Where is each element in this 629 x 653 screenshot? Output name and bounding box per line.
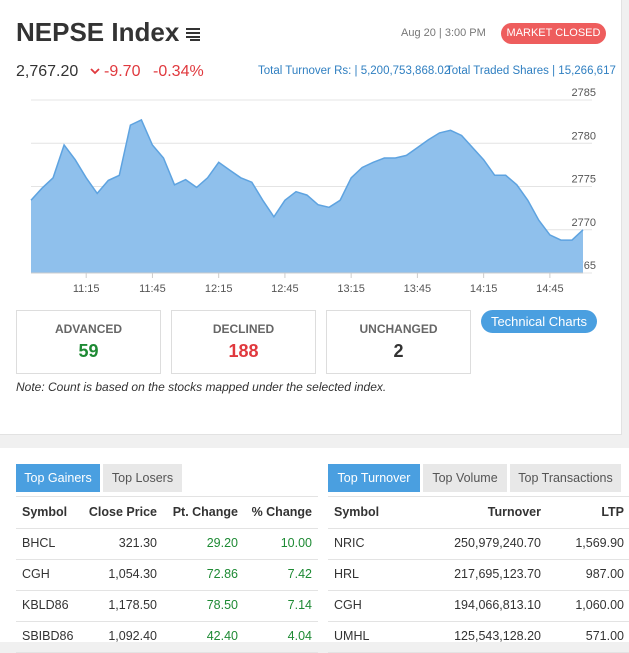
- x-tick-label: 13:15: [337, 283, 365, 295]
- table-cell: 10.00: [280, 536, 312, 550]
- area-fill: [31, 119, 583, 274]
- table-cell: CGH: [334, 598, 362, 612]
- column-header: Turnover: [487, 505, 541, 519]
- table-cell: 29.20: [206, 536, 238, 550]
- title: NEPSE Index: [16, 17, 180, 47]
- table-cell: CGH: [22, 567, 50, 581]
- price: 2,767.20: [16, 63, 79, 80]
- tab: Top Volume: [423, 464, 507, 492]
- table-cell: 987.00: [585, 567, 624, 581]
- down-caret: [90, 68, 100, 75]
- tab: Top Transactions: [510, 464, 621, 492]
- stat-box: UNCHANGED 2: [326, 310, 471, 374]
- row-line: [16, 621, 318, 622]
- stat-value: 188: [228, 341, 259, 361]
- stat-label: DECLINED: [212, 322, 275, 336]
- table-cell: KBLD86: [22, 598, 69, 612]
- table-cell: BHCL: [22, 536, 56, 550]
- table-cell: 7.14: [287, 598, 312, 612]
- x-tick-label: 11:15: [73, 283, 100, 295]
- menu-icon[interactable]: [186, 27, 201, 41]
- table-top-line: [328, 496, 629, 497]
- tab: Top Gainers: [16, 464, 100, 492]
- column-header: Symbol: [334, 505, 380, 519]
- stat-value: 2: [393, 341, 404, 361]
- tab: Top Turnover: [328, 464, 420, 492]
- x-tick-label: 11:45: [139, 283, 166, 295]
- row-line: [328, 590, 629, 591]
- y-tick-label: 2780: [572, 130, 596, 142]
- x-tick-label: 14:45: [536, 283, 564, 295]
- column-header: Pt. Change: [172, 505, 238, 519]
- table-cell: 4.04: [287, 629, 312, 643]
- turnover: Total Turnover Rs: | 5,200,753,868.02: [258, 65, 451, 77]
- table-cell: 1,060.00: [575, 598, 624, 612]
- table-cell: 42.40: [206, 629, 238, 643]
- table-cell: 78.50: [206, 598, 238, 612]
- table-cell: 571.00: [585, 629, 624, 643]
- table-cell: 1,178.50: [108, 598, 157, 612]
- datetime: Aug 20 | 3:00 PM: [401, 27, 486, 39]
- stat-box: ADVANCED 59: [16, 310, 161, 374]
- x-tick-label: 12:15: [205, 283, 233, 295]
- table-cell: 7.42: [287, 567, 312, 581]
- row-line: [328, 621, 629, 622]
- y-tick-label: 2785: [572, 87, 596, 99]
- status-badge: MARKET CLOSED: [501, 23, 606, 44]
- column-header: % Change: [251, 505, 312, 519]
- area-line: [30, 118, 584, 241]
- table-cell: SBIBD86: [22, 629, 74, 643]
- column-header: Close Price: [88, 505, 157, 519]
- row-line: [328, 528, 629, 529]
- table-cell: HRL: [334, 567, 360, 581]
- table-cell: 1,054.30: [108, 567, 157, 581]
- table-cell: UMHL: [334, 629, 370, 643]
- stat-label: ADVANCED: [54, 322, 123, 336]
- technical-charts-button[interactable]: Technical Charts: [481, 310, 597, 333]
- stat-box: DECLINED 188: [171, 310, 316, 374]
- table-cell: 1,569.90: [575, 536, 624, 550]
- column-header: LTP: [601, 505, 624, 519]
- change: -9.70: [104, 63, 141, 80]
- x-tick-label: 14:15: [470, 283, 498, 295]
- table-cell: 125,543,128.20: [454, 629, 541, 643]
- traded-shares: Total Traded Shares | 15,266,617: [446, 65, 616, 77]
- table-top-line: [16, 496, 318, 497]
- change-pct: -0.34%: [153, 63, 204, 80]
- table-cell: 1,092.40: [108, 629, 157, 643]
- column-header: Symbol: [22, 505, 68, 519]
- row-line: [16, 559, 318, 560]
- stat-value: 59: [78, 341, 99, 361]
- note: Note: Count is based on the stocks mappe…: [16, 380, 387, 394]
- y-tick-label: 2775: [572, 174, 596, 186]
- table-cell: 321.30: [118, 536, 157, 550]
- stat-label: UNCHANGED: [359, 322, 438, 336]
- x-tick-label: 12:45: [271, 283, 299, 295]
- table-cell: 250,979,240.70: [454, 536, 541, 550]
- table-cell: 217,695,123.70: [454, 567, 541, 581]
- table-cell: 72.86: [206, 567, 238, 581]
- row-line: [16, 590, 318, 591]
- row-line: [16, 528, 318, 529]
- table-cell: NRIC: [334, 536, 365, 550]
- tab: Top Losers: [103, 464, 182, 492]
- table-cell: 194,066,813.10: [454, 598, 541, 612]
- x-tick-label: 13:45: [404, 283, 432, 295]
- row-line: [328, 559, 629, 560]
- y-tick-label: 2770: [572, 217, 596, 229]
